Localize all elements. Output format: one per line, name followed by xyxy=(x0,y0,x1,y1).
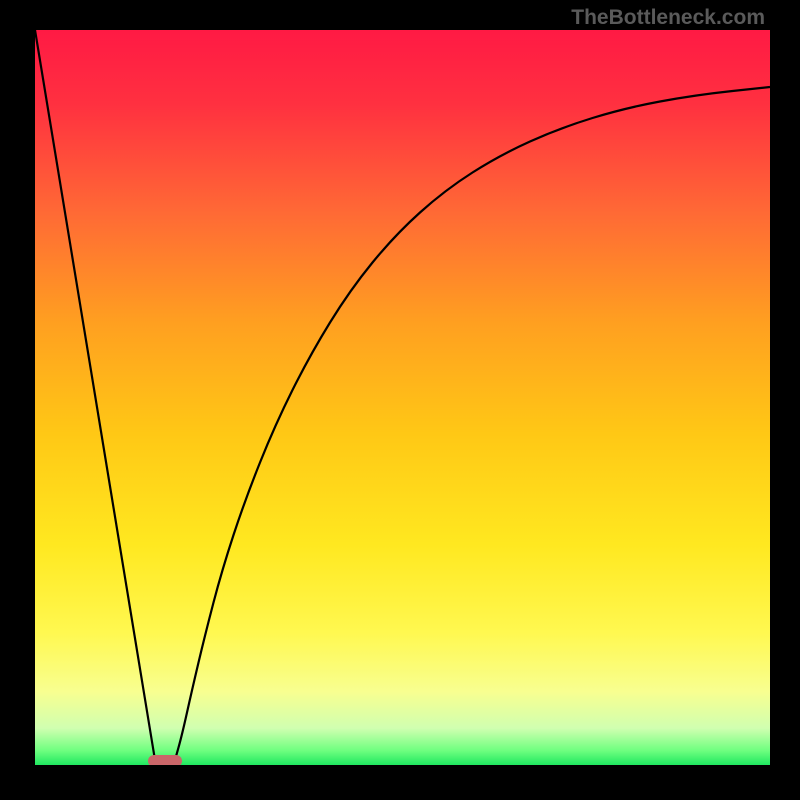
watermark-text: TheBottleneck.com xyxy=(571,6,765,30)
gradient-background xyxy=(35,30,770,765)
chart-svg xyxy=(35,30,770,765)
chart-area xyxy=(35,30,770,765)
bottleneck-marker xyxy=(148,755,182,765)
